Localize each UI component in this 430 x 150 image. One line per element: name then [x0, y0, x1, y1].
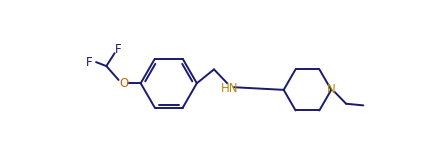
Text: HN: HN [221, 82, 238, 95]
Text: N: N [327, 83, 336, 96]
Text: F: F [86, 56, 93, 69]
Text: F: F [115, 43, 122, 56]
Text: O: O [119, 77, 128, 90]
